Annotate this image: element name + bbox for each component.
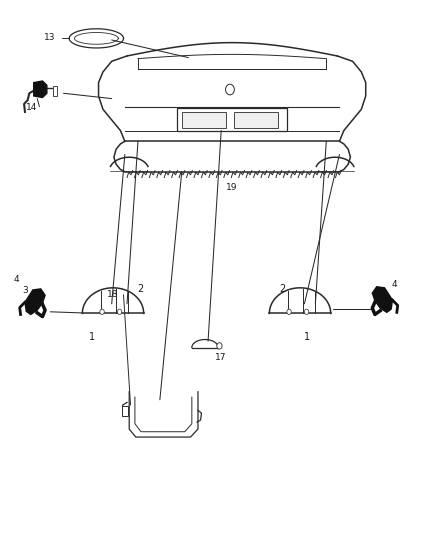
Text: 2: 2 [137, 284, 143, 294]
Text: 18: 18 [107, 290, 118, 299]
Circle shape [100, 309, 104, 314]
Text: 1: 1 [89, 332, 95, 342]
Circle shape [117, 309, 122, 314]
Text: 3: 3 [381, 290, 387, 299]
Bar [182, 112, 226, 128]
Text: 19: 19 [226, 183, 237, 192]
Text: 4: 4 [14, 275, 20, 284]
Bar [53, 86, 57, 96]
Text: 4: 4 [391, 280, 397, 288]
Text: 13: 13 [44, 34, 55, 42]
Text: 2: 2 [279, 284, 286, 294]
Bar [234, 112, 278, 128]
Text: 3: 3 [22, 286, 28, 295]
Circle shape [304, 309, 309, 314]
Circle shape [226, 84, 234, 95]
Polygon shape [25, 289, 45, 314]
Bar [122, 406, 128, 416]
Circle shape [217, 343, 222, 349]
Text: 14: 14 [26, 103, 38, 112]
Polygon shape [34, 81, 47, 98]
Circle shape [287, 309, 291, 314]
Text: 17: 17 [215, 353, 226, 361]
Bar [177, 108, 287, 131]
Polygon shape [372, 287, 392, 312]
Text: 1: 1 [304, 332, 311, 342]
